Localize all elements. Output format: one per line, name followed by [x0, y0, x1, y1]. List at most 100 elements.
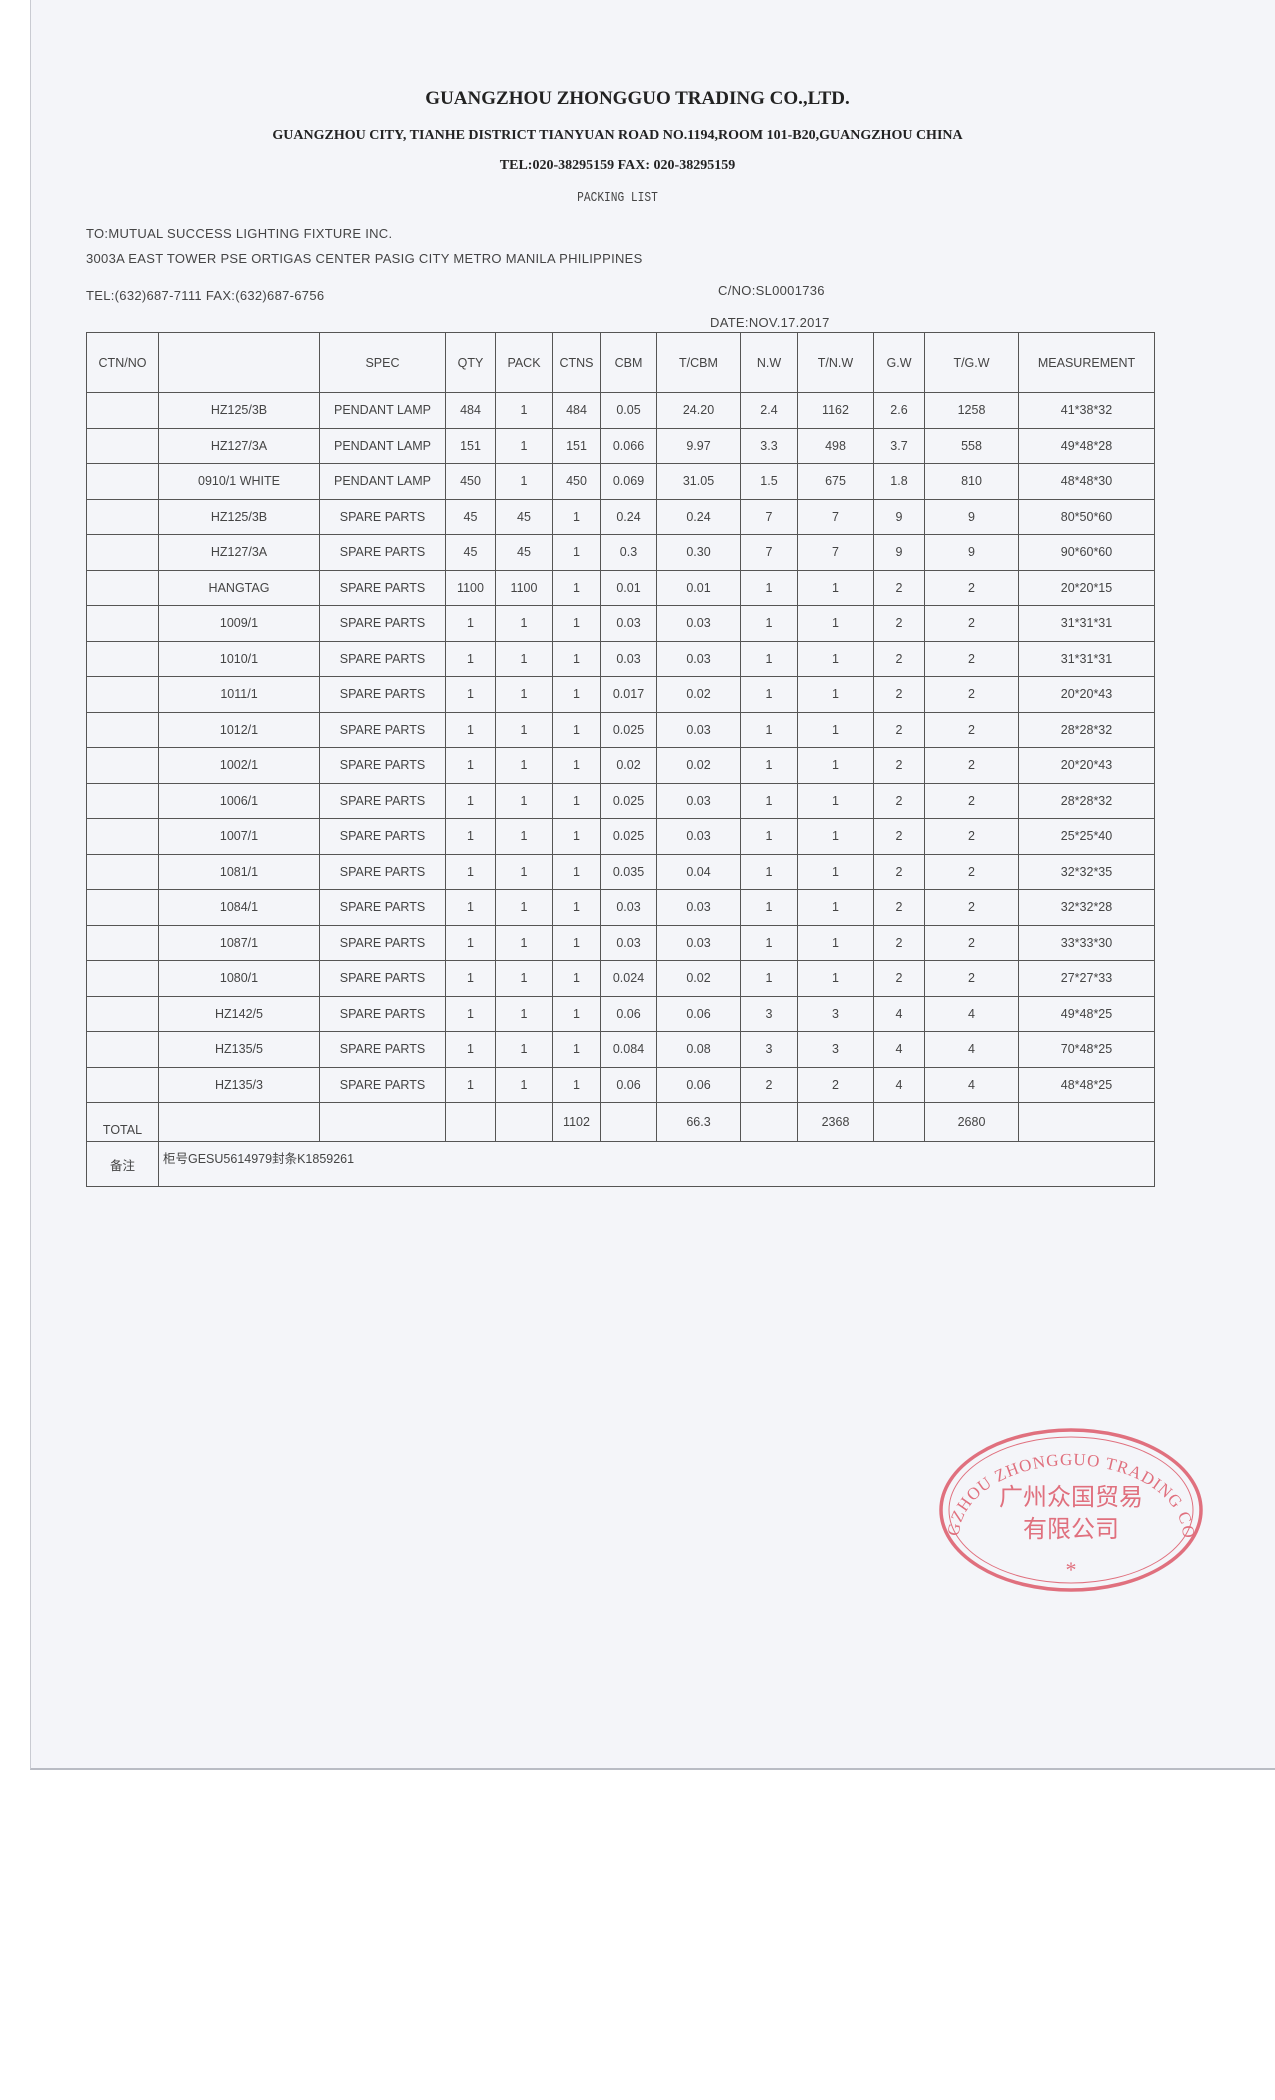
table-cell: 45	[445, 498, 496, 535]
table-cell: 0.06	[600, 995, 657, 1032]
table-cell: SPARE PARTS	[319, 605, 446, 642]
table-cell: 0.08	[656, 1031, 741, 1068]
remarks-row: 备注 柜号GESU5614979封条K1859261	[86, 1141, 1155, 1187]
table-cell: 1010/1	[158, 640, 320, 677]
column-header: N.W	[740, 332, 798, 393]
table-cell: 1	[495, 392, 553, 429]
table-cell: 151	[445, 427, 496, 464]
table-cell	[86, 960, 159, 997]
total-cell: 1102	[552, 1102, 601, 1142]
table-cell: 3.7	[873, 427, 925, 464]
table-cell: SPARE PARTS	[319, 747, 446, 784]
table-cell: 1	[445, 889, 496, 926]
table-cell: 2	[873, 747, 925, 784]
table-cell: 0.24	[600, 498, 657, 535]
column-header	[158, 332, 320, 393]
table-cell: 1	[495, 605, 553, 642]
table-cell: 1	[552, 676, 601, 713]
table-cell: 1100	[495, 569, 553, 606]
table-cell: 90*60*60	[1018, 534, 1155, 571]
table-cell: 0.025	[600, 782, 657, 819]
table-cell	[86, 392, 159, 429]
table-cell: HZ135/3	[158, 1066, 320, 1103]
table-cell: HZ127/3A	[158, 534, 320, 571]
table-cell: 1	[495, 960, 553, 997]
remarks-text: 柜号GESU5614979封条K1859261	[158, 1141, 1155, 1187]
table-cell: 2.4	[740, 392, 798, 429]
table-cell: 0.06	[656, 1066, 741, 1103]
table-cell: 45	[495, 498, 553, 535]
table-cell: 484	[445, 392, 496, 429]
table-cell: 0.03	[656, 640, 741, 677]
table-cell: 1	[552, 924, 601, 961]
table-cell: 0.017	[600, 676, 657, 713]
seal-line-2: 有限公司	[1023, 1515, 1119, 1543]
table-cell: 1	[495, 924, 553, 961]
table-cell	[86, 1031, 159, 1068]
table-cell: 675	[797, 463, 874, 500]
table-cell: 45	[445, 534, 496, 571]
table-cell: 1	[445, 1066, 496, 1103]
total-cell	[495, 1102, 553, 1142]
table-cell: 1	[552, 995, 601, 1032]
table-cell: 1	[740, 569, 798, 606]
table-cell: 1007/1	[158, 818, 320, 855]
table-cell: 0.03	[600, 924, 657, 961]
table-cell: 1	[740, 960, 798, 997]
table-cell: 1	[552, 534, 601, 571]
table-cell: 7	[740, 534, 798, 571]
table-cell: 0.03	[656, 782, 741, 819]
table-cell: 1	[740, 924, 798, 961]
table-cell: 31*31*31	[1018, 640, 1155, 677]
container-number: C/NO:SL0001736	[718, 283, 825, 298]
table-cell: 0.03	[656, 889, 741, 926]
seal-outer-ring	[939, 1428, 1203, 1592]
document-date: DATE:NOV.17.2017	[710, 315, 830, 330]
table-cell: 1084/1	[158, 889, 320, 926]
table-cell: 3	[740, 995, 798, 1032]
table-cell: 20*20*43	[1018, 676, 1155, 713]
table-cell: 2	[924, 782, 1019, 819]
column-header: CTNS	[552, 332, 601, 393]
table-cell: 25*25*40	[1018, 818, 1155, 855]
table-cell: 1012/1	[158, 711, 320, 748]
table-cell: 9	[873, 498, 925, 535]
total-row: TOTAL 1102 66.3 2368 2680	[86, 1102, 1155, 1142]
table-cell: 0.066	[600, 427, 657, 464]
table-cell: 1	[495, 711, 553, 748]
seal-line-1: 广州众国贸易	[999, 1483, 1143, 1511]
table-cell: 9	[924, 498, 1019, 535]
table-cell	[86, 463, 159, 500]
table-cell: 2	[873, 676, 925, 713]
table-cell: 1	[445, 995, 496, 1032]
table-cell: 7	[740, 498, 798, 535]
table-row: 1010/1 SPARE PARTS 1 1 1 0.03 0.03 1 1 2 2 31*31*31	[86, 640, 1155, 677]
table-cell: 4	[873, 1066, 925, 1103]
table-cell: 4	[873, 995, 925, 1032]
table-row: 1002/1 SPARE PARTS 1 1 1 0.02 0.02 1 1 2 2 20*20*43	[86, 747, 1155, 784]
total-cell: 66.3	[656, 1102, 741, 1142]
table-cell: 2	[873, 605, 925, 642]
table-cell: 1011/1	[158, 676, 320, 713]
remarks-label: 备注	[86, 1141, 159, 1187]
table-cell: 0.069	[600, 463, 657, 500]
column-header: T/CBM	[656, 332, 741, 393]
total-cell	[445, 1102, 496, 1142]
table-cell: 9	[924, 534, 1019, 571]
table-cell: 2	[873, 711, 925, 748]
table-cell: 1	[740, 889, 798, 926]
table-cell: SPARE PARTS	[319, 1066, 446, 1103]
table-row: HZ142/5 SPARE PARTS 1 1 1 0.06 0.06 3 3 4 4 49*48*2…	[86, 995, 1155, 1032]
table-cell: 1087/1	[158, 924, 320, 961]
table-cell: 2	[873, 853, 925, 890]
table-cell: 0.04	[656, 853, 741, 890]
table-cell: 3.3	[740, 427, 798, 464]
table-cell: 1	[797, 569, 874, 606]
table-row: 1006/1 SPARE PARTS 1 1 1 0.025 0.03 1 1 2 2 28*28*3…	[86, 782, 1155, 819]
table-cell: 1	[740, 676, 798, 713]
table-cell: 7	[797, 498, 874, 535]
table-cell: 1080/1	[158, 960, 320, 997]
recipient-contact: TEL:(632)687-7111 FAX:(632)687-6756	[86, 288, 325, 303]
table-cell	[86, 640, 159, 677]
table-cell: 2	[924, 640, 1019, 677]
